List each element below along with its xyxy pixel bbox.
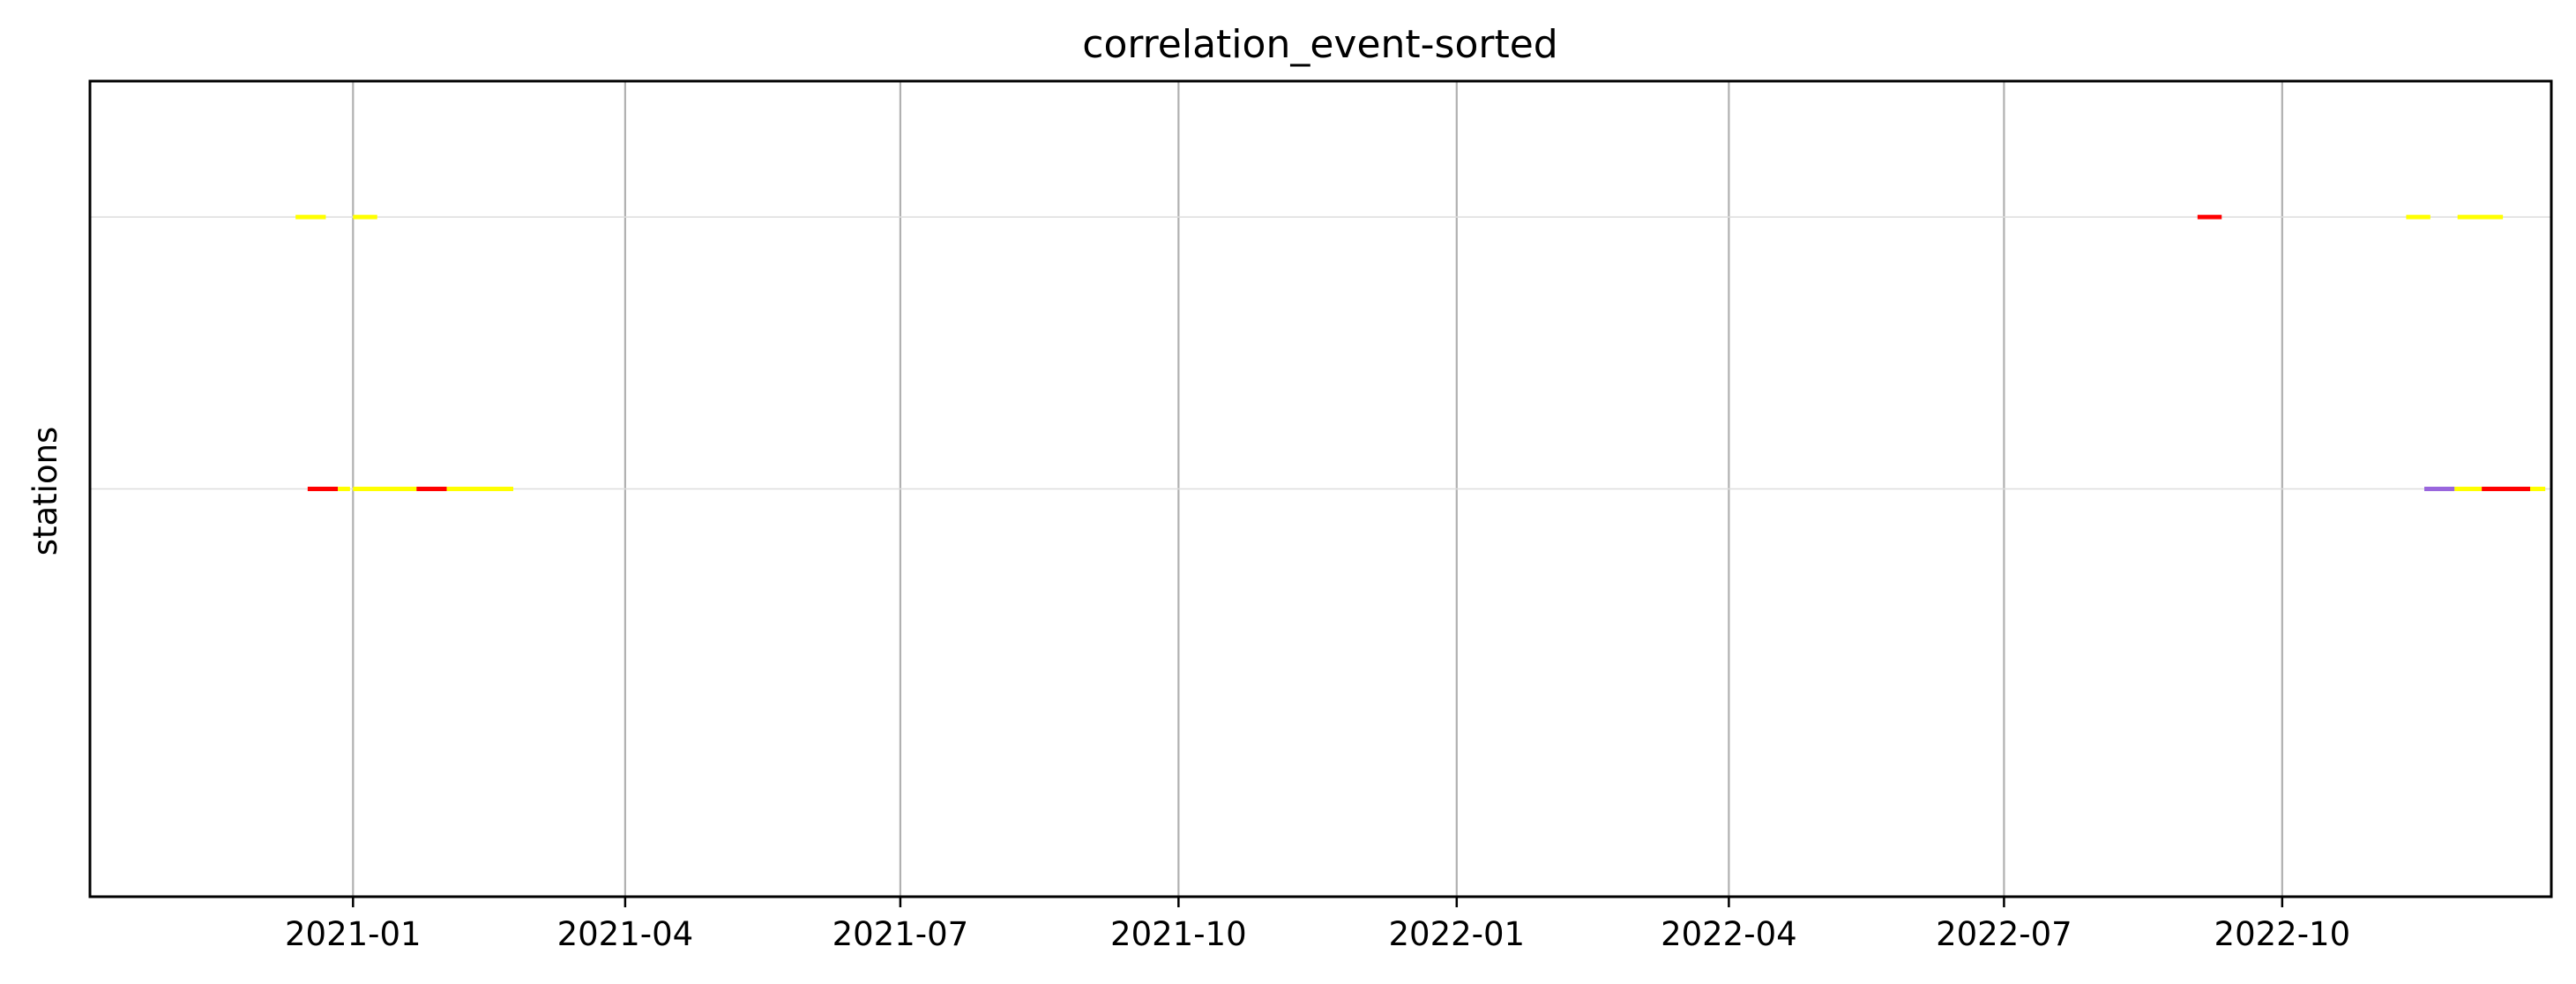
x-tick-label: 2022-01: [1388, 915, 1525, 953]
x-tick-label: 2022-07: [1936, 915, 2072, 953]
y-axis-label: stations: [26, 427, 64, 556]
x-tick-label: 2021-04: [557, 915, 694, 953]
plot-frame: [88, 79, 2553, 898]
x-tick-label: 2021-07: [833, 915, 969, 953]
x-tick-label: 2021-01: [285, 915, 422, 953]
chart-title: correlation_event-sorted: [1082, 22, 1557, 67]
segment-layer: [295, 214, 2546, 491]
x-tick-label: 2022-04: [1661, 915, 1797, 953]
x-tick-label: 2022-10: [2214, 915, 2351, 953]
tick-layer: 2021-01 2021-04 2021-07 2021-10 2022-01 2022-…: [285, 897, 2350, 953]
x-tick-label: 2021-10: [1110, 915, 1247, 953]
